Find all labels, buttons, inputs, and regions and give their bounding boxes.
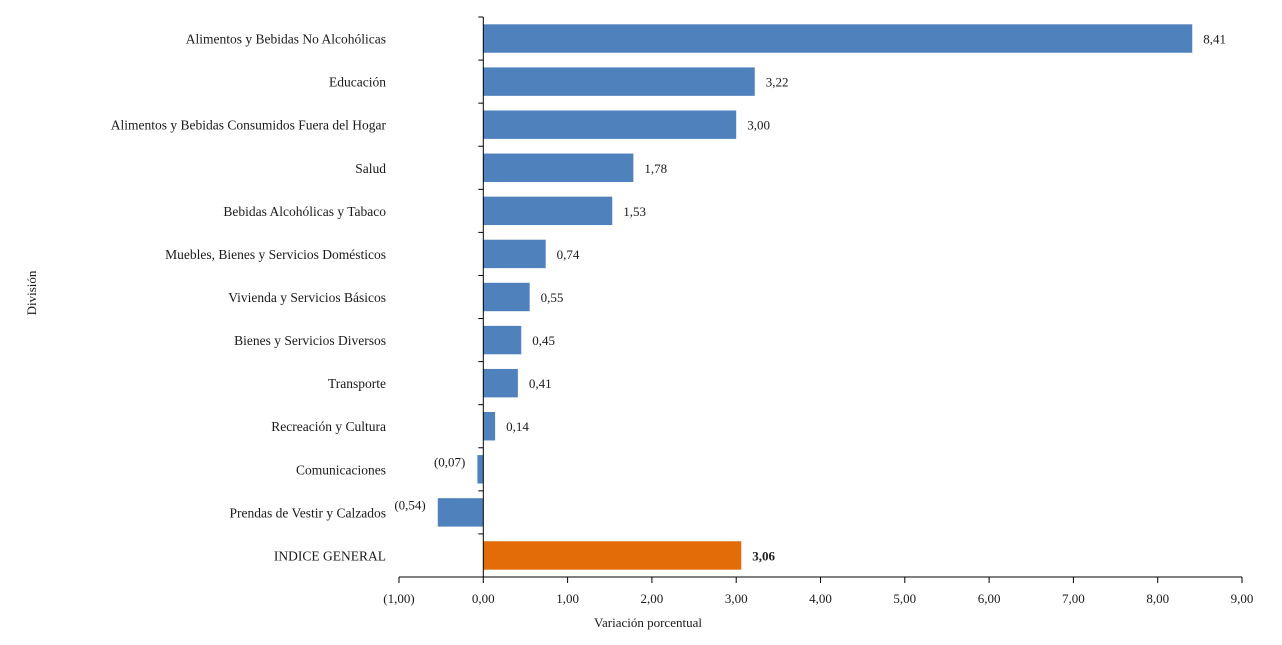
category-label: Educación bbox=[329, 75, 386, 90]
data-label: 0,14 bbox=[506, 419, 529, 434]
data-label: 0,55 bbox=[541, 290, 564, 305]
bar bbox=[483, 541, 742, 570]
bar bbox=[483, 325, 522, 355]
data-label: (0,07) bbox=[434, 454, 465, 469]
bar bbox=[483, 239, 546, 269]
category-label: Transporte bbox=[328, 376, 386, 391]
data-label: 0,41 bbox=[529, 376, 552, 391]
category-label: INDICE GENERAL bbox=[274, 548, 386, 563]
x-tick-label: 5,00 bbox=[893, 591, 916, 606]
category-label: Muebles, Bienes y Servicios Domésticos bbox=[165, 247, 386, 262]
x-tick-label: 6,00 bbox=[978, 591, 1001, 606]
x-tick-label: 1,00 bbox=[556, 591, 579, 606]
data-label: 3,06 bbox=[752, 548, 775, 563]
bar bbox=[483, 153, 634, 182]
data-label: 0,45 bbox=[532, 333, 555, 348]
data-label: 3,22 bbox=[766, 75, 789, 90]
category-label: Recreación y Cultura bbox=[271, 419, 386, 434]
data-label: 1,78 bbox=[644, 161, 667, 176]
category-label: Salud bbox=[355, 161, 386, 176]
bar bbox=[483, 412, 496, 441]
category-label: Bienes y Servicios Diversos bbox=[234, 333, 386, 348]
data-label: 3,00 bbox=[747, 118, 770, 133]
bar bbox=[483, 368, 518, 398]
data-label: 8,41 bbox=[1203, 32, 1226, 47]
bar bbox=[483, 24, 1193, 53]
category-label: Alimentos y Bebidas Consumidos Fuera del… bbox=[111, 118, 387, 133]
axes-layer bbox=[398, 16, 1243, 583]
bar bbox=[437, 498, 484, 527]
x-tick-label: 4,00 bbox=[809, 591, 832, 606]
y-axis-title: División bbox=[24, 270, 39, 315]
data-label: 0,74 bbox=[557, 247, 580, 262]
category-label: Prendas de Vestir y Calzados bbox=[230, 505, 386, 520]
x-tick-label: 3,00 bbox=[725, 591, 748, 606]
bar bbox=[483, 196, 613, 226]
labels-layer: Alimentos y Bebidas No Alcohólicas 8,41 Ed… bbox=[111, 32, 1254, 606]
x-axis-title: Variación porcentual bbox=[594, 615, 702, 630]
category-label: Bebidas Alcohólicas y Tabaco bbox=[223, 204, 386, 219]
category-label: Alimentos y Bebidas No Alcohólicas bbox=[186, 32, 386, 47]
bar bbox=[477, 455, 484, 484]
bars-layer bbox=[437, 24, 1193, 570]
data-label: 1,53 bbox=[623, 204, 646, 219]
x-tick-label: 2,00 bbox=[641, 591, 664, 606]
x-tick-label: 9,00 bbox=[1231, 591, 1254, 606]
data-label: (0,54) bbox=[394, 497, 425, 512]
category-label: Comunicaciones bbox=[296, 462, 386, 477]
category-label: Vivienda y Servicios Básicos bbox=[228, 290, 386, 305]
x-tick-label: 7,00 bbox=[1062, 591, 1085, 606]
bar bbox=[483, 110, 737, 139]
bar bbox=[483, 67, 755, 96]
x-tick-label: 0,00 bbox=[472, 591, 495, 606]
x-tick-label: 8,00 bbox=[1146, 591, 1169, 606]
bar bbox=[483, 282, 530, 312]
x-tick-label: (1,00) bbox=[383, 591, 414, 606]
